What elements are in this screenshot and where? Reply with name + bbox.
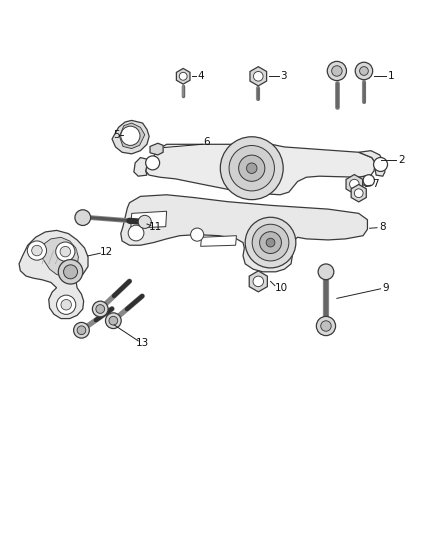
Circle shape [354, 189, 363, 198]
Circle shape [60, 246, 71, 257]
Circle shape [350, 179, 359, 189]
Circle shape [247, 163, 257, 173]
Circle shape [56, 242, 75, 261]
Circle shape [355, 62, 373, 80]
Circle shape [327, 61, 346, 80]
Circle shape [179, 72, 187, 80]
Circle shape [318, 264, 334, 280]
Polygon shape [112, 120, 149, 154]
Polygon shape [351, 184, 366, 202]
Circle shape [128, 225, 144, 241]
Circle shape [321, 321, 331, 331]
Circle shape [260, 232, 282, 254]
Circle shape [74, 322, 89, 338]
Text: 5: 5 [113, 130, 120, 140]
Polygon shape [346, 174, 363, 194]
Circle shape [332, 66, 342, 76]
Polygon shape [41, 237, 78, 276]
Circle shape [254, 71, 263, 81]
Circle shape [64, 265, 78, 279]
Text: 10: 10 [275, 282, 288, 293]
Circle shape [220, 137, 283, 200]
Text: 4: 4 [198, 71, 204, 82]
Text: 6: 6 [204, 137, 210, 147]
Circle shape [58, 260, 83, 284]
Text: 7: 7 [372, 179, 378, 189]
Circle shape [106, 313, 121, 328]
Text: 12: 12 [100, 247, 113, 256]
Polygon shape [249, 271, 267, 292]
Circle shape [245, 217, 296, 268]
Circle shape [363, 175, 374, 186]
Circle shape [138, 215, 151, 229]
Text: 1: 1 [388, 71, 395, 82]
Text: 3: 3 [280, 71, 287, 82]
Circle shape [27, 241, 46, 260]
Polygon shape [121, 195, 367, 272]
Circle shape [316, 317, 336, 336]
Polygon shape [359, 175, 371, 185]
Circle shape [96, 305, 105, 313]
Circle shape [266, 238, 275, 247]
Circle shape [360, 67, 368, 75]
Circle shape [109, 316, 118, 325]
Polygon shape [250, 67, 267, 86]
Circle shape [252, 224, 289, 261]
Text: 11: 11 [149, 222, 162, 232]
Circle shape [253, 276, 264, 287]
Polygon shape [359, 151, 385, 176]
Polygon shape [131, 211, 166, 228]
Circle shape [57, 295, 76, 314]
Text: 8: 8 [379, 222, 386, 232]
Text: 9: 9 [382, 282, 389, 293]
Polygon shape [146, 144, 375, 195]
Circle shape [77, 326, 86, 335]
Circle shape [191, 228, 204, 241]
Circle shape [146, 156, 159, 170]
Circle shape [229, 146, 275, 191]
Circle shape [374, 158, 388, 172]
Polygon shape [177, 68, 190, 84]
Circle shape [121, 126, 140, 146]
Circle shape [239, 155, 265, 181]
Polygon shape [150, 143, 163, 155]
Polygon shape [19, 230, 88, 319]
Text: 2: 2 [398, 155, 405, 165]
Circle shape [32, 245, 42, 256]
Polygon shape [201, 236, 237, 246]
Polygon shape [120, 123, 145, 149]
Text: 13: 13 [136, 338, 149, 348]
Circle shape [92, 301, 108, 317]
Circle shape [61, 300, 71, 310]
Polygon shape [134, 158, 151, 176]
Circle shape [75, 210, 91, 225]
